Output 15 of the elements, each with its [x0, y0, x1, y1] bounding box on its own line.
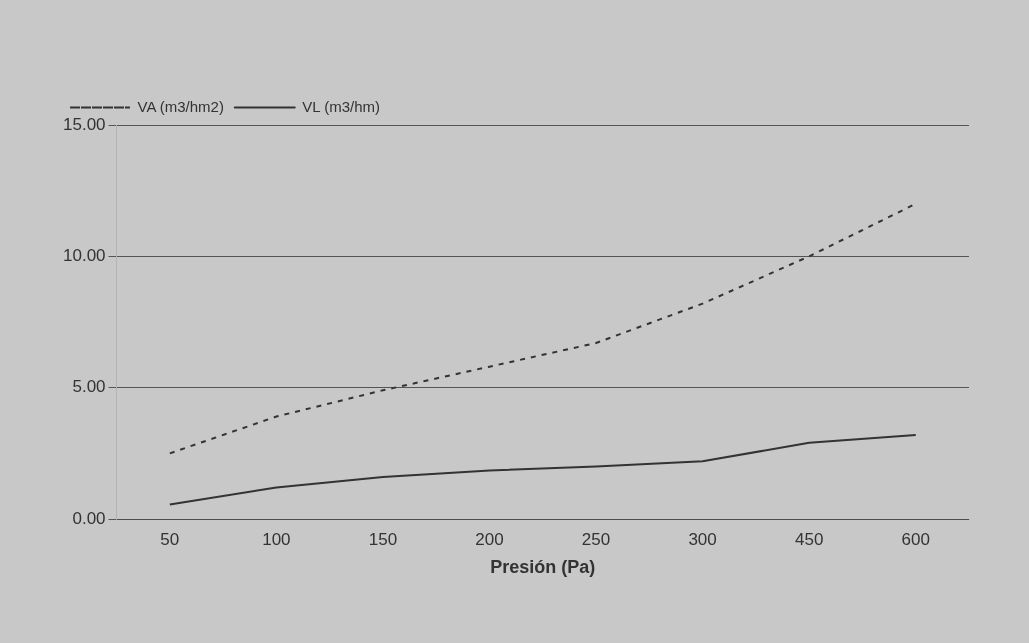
x-tick-label: 450	[794, 529, 824, 549]
x-tick-label: 150	[368, 529, 398, 549]
x-tick-label: 50	[160, 529, 180, 549]
y-tick-label: 15.00	[62, 114, 106, 134]
legend-label: VA (m3/hm2)	[137, 97, 224, 115]
x-tick-label: 100	[262, 529, 291, 549]
x-tick-label: 200	[475, 529, 504, 549]
x-tick-label: 250	[581, 529, 611, 549]
x-tick-label: 600	[901, 529, 930, 549]
x-axis-title: Presión (Pa)	[490, 557, 596, 578]
y-tick-label: 0.00	[72, 508, 106, 528]
legend-label: VL (m3/hm)	[302, 97, 381, 115]
y-tick-label: 5.00	[72, 377, 106, 397]
y-tick-label: 10.00	[62, 246, 106, 266]
x-tick-label: 300	[688, 529, 717, 549]
